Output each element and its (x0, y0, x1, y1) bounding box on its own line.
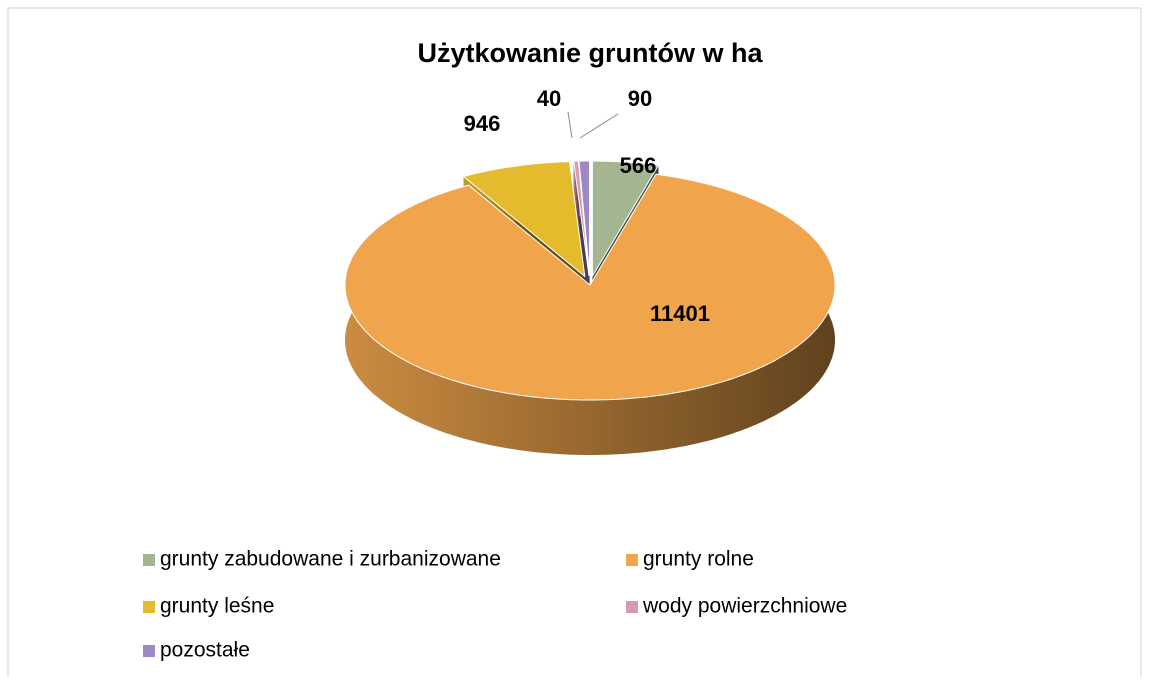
legend-label: grunty zabudowane i zurbanizowane (160, 548, 501, 571)
data-label: 11401 (650, 301, 710, 326)
leader-line (567, 111, 573, 139)
legend-label: pozostałe (160, 639, 250, 662)
legend-label: grunty rolne (643, 548, 754, 571)
legend-swatch (626, 601, 638, 613)
data-label: 90 (628, 86, 652, 111)
leader-line (579, 113, 619, 139)
legend-swatch (143, 554, 155, 566)
chart-title: Użytkowanie gruntów w ha (417, 38, 763, 68)
data-label: 946 (464, 111, 501, 136)
pie-slice (591, 160, 660, 278)
legend-label: grunty leśne (160, 595, 274, 618)
chart-frame (7, 7, 1142, 677)
legend-swatch (143, 645, 155, 657)
pie-slice (344, 173, 836, 401)
pie-slice (578, 160, 591, 277)
legend-label: wody powierzchniowe (642, 595, 847, 618)
data-label: 566 (620, 153, 657, 178)
data-label: 40 (537, 86, 561, 111)
legend-swatch (143, 601, 155, 613)
legend-swatch (626, 554, 638, 566)
pie-slice (573, 160, 590, 277)
pie-tops (344, 160, 836, 401)
pie-slice (462, 161, 586, 278)
